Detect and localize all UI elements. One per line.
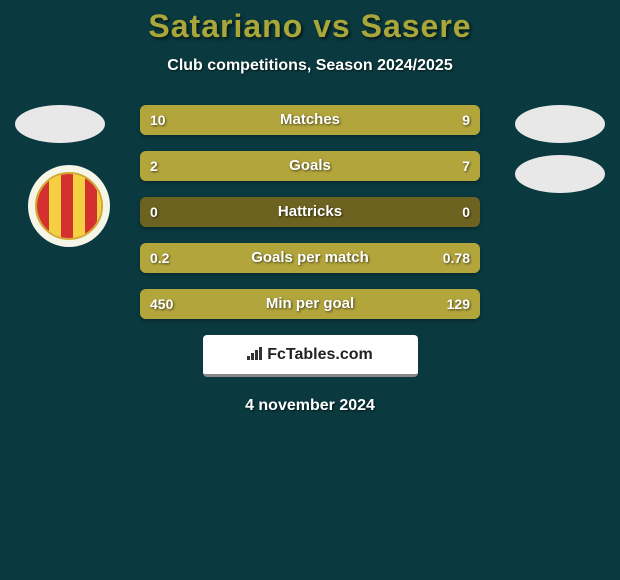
- source-text: FcTables.com: [267, 346, 373, 364]
- stat-row: 0.2Goals per match0.78: [140, 243, 480, 273]
- stat-row: 2Goals7: [140, 151, 480, 181]
- stat-row: 0Hattricks0: [140, 197, 480, 227]
- stats-area: 10Matches9 2Goals7 0Hattricks0 0.2Goals per…: [0, 105, 620, 319]
- source-attribution: FcTables.com: [203, 335, 418, 377]
- stat-row: 10Matches9: [140, 105, 480, 135]
- page-title: Satariano vs Sasere: [0, 8, 620, 45]
- chart-icon: [247, 346, 263, 363]
- player-left-badge: [15, 105, 105, 143]
- date-text: 4 november 2024: [0, 397, 620, 415]
- stat-value-right: 0: [462, 197, 470, 227]
- stat-value-right: 0.78: [443, 243, 470, 273]
- club-logo-inner: [35, 172, 103, 240]
- club-logo-left: [28, 165, 110, 247]
- player-right-badge-2: [515, 155, 605, 193]
- stat-row: 450Min per goal129: [140, 289, 480, 319]
- player-right-badge-1: [515, 105, 605, 143]
- stat-label: Goals: [140, 151, 480, 181]
- subtitle: Club competitions, Season 2024/2025: [0, 57, 620, 75]
- stat-value-right: 129: [447, 289, 470, 319]
- stat-label: Min per goal: [140, 289, 480, 319]
- stat-label: Goals per match: [140, 243, 480, 273]
- stat-label: Hattricks: [140, 197, 480, 227]
- stat-bars: 10Matches9 2Goals7 0Hattricks0 0.2Goals per…: [140, 105, 480, 319]
- stat-value-right: 9: [462, 105, 470, 135]
- stat-label: Matches: [140, 105, 480, 135]
- stat-value-right: 7: [462, 151, 470, 181]
- infographic-container: Satariano vs Sasere Club competitions, S…: [0, 0, 620, 580]
